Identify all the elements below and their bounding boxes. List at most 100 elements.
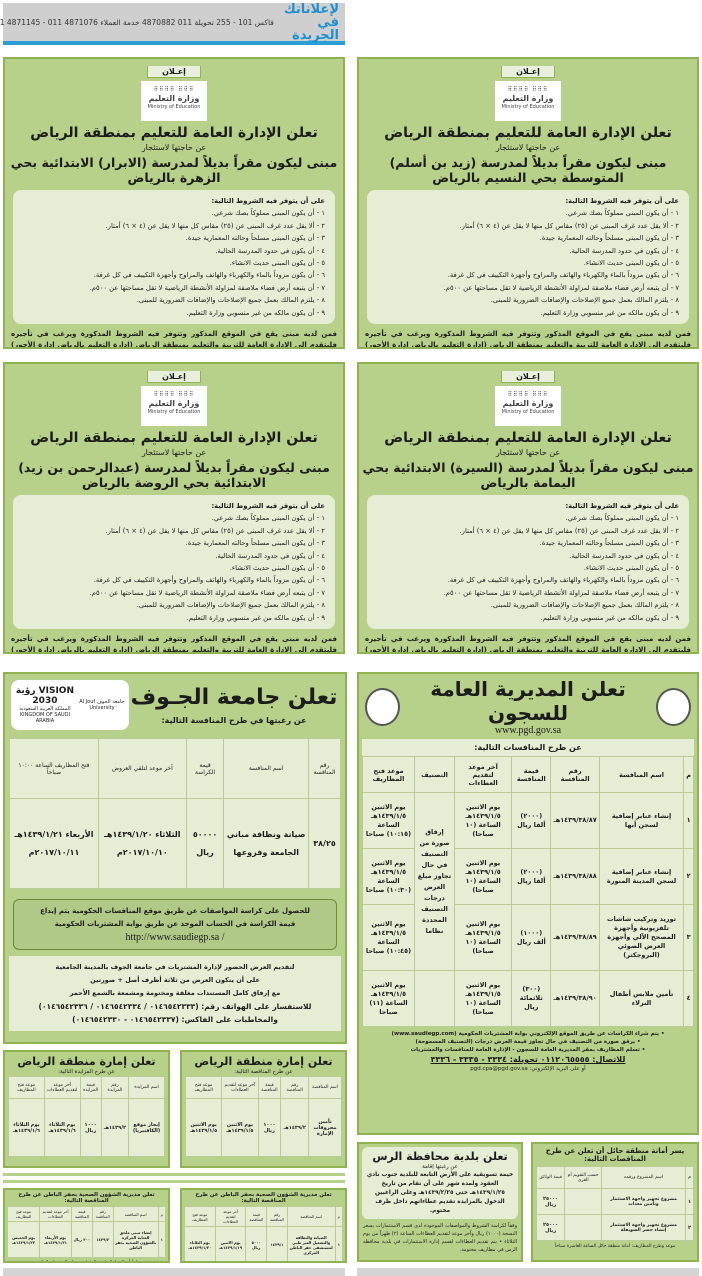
education-rent-ad: إعـلان ⠿⠿⠿⠿ ⠿⠿⠿ وزارة التعليم Ministry of E… (3, 362, 345, 654)
table-header-row: م اسم المناقصة رقم المناقصة قيمة المناقصة آخ… (6, 1206, 167, 1222)
riyadh-emirate-ad: تعلن إمارة منطقة الرياض عن طرح المزايدة ا… (3, 1050, 170, 1168)
logo-text-ar: وزارة التعليم (148, 94, 200, 103)
saudiegp-link[interactable]: / http://www.saudiegp.sa (125, 932, 225, 943)
table-cell: يوم الثلاثاء ١٤٣٩/١/٦هـ (43, 1098, 81, 1157)
ad-title: تعلن مديرية الشؤون الصحية بحفر الباطن عن… (195, 1192, 332, 1204)
table-cell: إيجار موقع (الكافتيريا) (128, 1098, 165, 1157)
table-header: قيمة المناقصة (70, 1206, 93, 1222)
table-row: ١ إنشاء مبنى ملحق للعناية المركزة بالشؤون… (6, 1221, 167, 1258)
table-cell: يوم الاثنين ١٤٣٩/١/٥هـ الساعة (١٠ صباحا) (453, 792, 513, 849)
table-cell: يوم الاثنين ١٤٣٩/١/٥هـ الساعة (١٠ صباحا) (453, 970, 513, 1027)
building-description: مبنى ليكون مقراً بديلاً لمدرسة (زيد بن أ… (389, 155, 667, 185)
condition-item: على أن يتوفر فيه الشروط التالية: (565, 502, 679, 510)
table-header-row: م اسم المنافسة رقم المنافسة قيمة المنافسة آخ… (362, 756, 694, 793)
ministry-of-education-logo: ⠿⠿⠿⠿ ⠿⠿⠿ وزارة التعليم Ministry of Educati… (495, 81, 561, 121)
table-header: آخر موعد لتقديم العطاءات (453, 756, 513, 793)
logo-line: لإعلاناتك (283, 1, 339, 17)
logo-text-en: Ministry of Education (147, 104, 201, 110)
condition-item: ٩ - أن يكون مالكه من غير منسوبي وزارة ال… (186, 613, 325, 622)
table-header: اسم المناقصة (112, 1206, 159, 1222)
condition-item: ٥ - أن يكون المبنى حديث الانشاء. (583, 564, 679, 573)
jouf-specs-box: للحصول على كراسة المواصفات عن طريق موقع … (13, 899, 337, 950)
info-line: مع إرفاق كامل المستندات مغلقة ومختومة وم… (69, 989, 281, 997)
table-row: ١ مشروع تجهيز واجهة الاستثمار وتأمين معدا… (535, 1188, 695, 1215)
moe-dots-icon: ⠿⠿⠿⠿ ⠿⠿⠿ (507, 391, 549, 398)
condition-item: ٢ - ألا يقل عدد غرف المبنى عن (٢٥) مقاس … (105, 526, 326, 535)
table-cell: ٣٨/٢٥ (308, 798, 341, 889)
logo-line: في الجريدة (292, 14, 339, 43)
table-header-row: م اسم المناقصة رقم المناقصة قيمة المناقصة آخ… (184, 1206, 344, 1227)
table-header: موعد فتح المظاريف (184, 1206, 216, 1227)
logo-text-ar: وزارة التعليم (502, 399, 554, 408)
table-cell: ٢٥٠٠٠ ريال (535, 1214, 566, 1241)
prisons-email: أو على البريد الإلكتروني: pgd.cpa@pgd.go… (470, 1066, 586, 1072)
table-header: رقم المناقصة (280, 1076, 310, 1099)
logo-text-en: Ministry of Education (501, 409, 555, 415)
rass-note: وفقاً لكراسة الشروط والمواصفات الموجودة … (363, 1223, 517, 1253)
condition-item: ٢ - ألا يقل عدد غرف المبنى عن (٢٥) مقاس … (459, 526, 680, 535)
table-cell: توريد وتركيب شاشات تلفزيونية وأجهزة المص… (598, 904, 685, 971)
condition-item: ٥ - أن يكون المبنى حديث الانشاء. (229, 564, 325, 573)
education-rent-ad: إعـلان ⠿⠿⠿⠿ ⠿⠿⠿ وزارة التعليم Ministry of E… (357, 57, 699, 349)
newspaper-ad-header: لإعلاناتك في الجريدة 011 4871145 - 011 48… (0, 1, 345, 45)
table-header: قيمة المزايدة (79, 1076, 102, 1099)
condition-item: ١ - أن يكون المبنى مملوكاً بصك شرعي. (565, 209, 679, 218)
table-header: رقم المناقصة (91, 1206, 114, 1222)
building-description: مبنى ليكون مقراً بديلاً لمدرسة (عبدالرحم… (18, 460, 330, 490)
table-header: اسم المناقصة (286, 1206, 336, 1227)
table-cell: ١٤٣٩/٣٨/٨٧هـ (550, 792, 600, 849)
ad-subtitle: عن حاجتها لاستئجار (141, 448, 207, 457)
condition-item: ٨ - يلتزم المالك بعمل جميع الإصلاحات وال… (136, 601, 325, 610)
logo-text-ar: وزارة التعليم (502, 94, 554, 103)
jouf-tender-table: رقم المنافسة اسم المنافسة قيمة الكراسة آخر … (9, 738, 341, 889)
condition-item: ٤ - أن يكون في حدود المدرسة الحالية. (215, 246, 325, 255)
table-header: قيمة المناقصة (257, 1076, 282, 1099)
table-header: رقم المنافسة (550, 756, 600, 793)
table-header: موعد فتح المظاريف (6, 1206, 41, 1222)
condition-item: ٨ - يلتزم المالك بعمل جميع الإصلاحات وال… (136, 296, 325, 305)
table-header: اسم المنافسة (223, 738, 309, 799)
table-cell: ١ (157, 1221, 167, 1258)
condition-item: ٢ - ألا يقل عدد غرف المبنى عن (٢٥) مقاس … (459, 221, 680, 230)
condition-item: ٣ - أن يكون المبنى مسلحاً وحالته المعمار… (539, 539, 679, 548)
divider (3, 1173, 345, 1176)
table-cell: يوم الاثنين ١٤٣٩/١/٥هـ الساعة (١٠:٣٠) صب… (362, 848, 415, 905)
prisons-tender-table: م اسم المنافسة رقم المنافسة قيمة المنافسة آخ… (362, 756, 694, 1027)
jouf-university-ad: تعلن جامعة الجـوف عن رغبتها في طرح المنا… (3, 672, 347, 1044)
table-cell (564, 1188, 603, 1215)
table-cell: يوم الثلاثاء ١٤٣٩/١/٦هـ (8, 1098, 45, 1157)
table-header: آخر موعد لتلقي العروض (97, 738, 187, 799)
table-cell: ٢ (683, 848, 694, 905)
condition-item: ٦ - أن يكون مزوداً بالماء والكهرباء واله… (447, 576, 679, 585)
table-cell: يوم الاثنين ١٤٣٩/١/٥هـ الساعة (١٠ صباحا) (453, 848, 513, 905)
tender-table: اسم المزايدة رقم المزايدة قيمة المزايدة آخر… (8, 1076, 165, 1157)
table-header: اسم المزايدة (128, 1076, 165, 1099)
ad-footer: فمن لديه مبنى يقع في الموقع المذكور وتتو… (365, 330, 691, 349)
table-cell: ١ (334, 1226, 344, 1261)
bottom-bar (357, 1268, 699, 1276)
table-cell: (٢٠٠٠) ألفا ريال (511, 792, 552, 849)
table-cell (564, 1214, 603, 1241)
table-cell: ٣ (683, 904, 694, 971)
conditions-panel: على أن يتوفر فيه الشروط التالية: ١ - أن ي… (13, 495, 335, 630)
ministry-of-education-logo: ⠿⠿⠿⠿ ⠿⠿⠿ وزارة التعليم Ministry of Educati… (141, 386, 207, 426)
vision-text: VISION رؤية 2030 (15, 686, 74, 706)
table-cell: ١٤٣٩/٣٨/٩٠هـ (550, 970, 600, 1027)
table-cell: ٤ (683, 970, 694, 1027)
ad-subtitle: عن طرح المزايدة التالية: (58, 1069, 115, 1075)
ad-title: تعلن مديرية الشؤون الصحية بحفر الباطن عن… (18, 1192, 155, 1204)
education-rent-ad: إعـلان ⠿⠿⠿⠿ ⠿⠿⠿ وزارة التعليم Ministry of E… (357, 362, 699, 654)
table-cell: (٢٠٠٠) ألفا ريال (511, 848, 552, 905)
condition-item: ٦ - أن يكون مزوداً بالماء والكهرباء واله… (93, 576, 325, 585)
table-cell: مشروع تجهيز واجهة الاستثمار وتأمين معدات (601, 1188, 686, 1215)
ad-tab-label: إعـلان (147, 371, 201, 383)
riyadh-emirate-ad: تعلن إمارة منطقة الرياض عن طرح المناقصة ا… (180, 1050, 347, 1168)
ad-title: تعلن الإدارة العامة للتعليم بمنطقة الريا… (30, 125, 318, 141)
table-cell: ١٤٣٩/٢هـ (100, 1098, 130, 1157)
jouf-title: تعلن جامعة الجـوف (130, 685, 338, 710)
condition-item: على أن يتوفر فيه الشروط التالية: (211, 502, 325, 510)
logo-text-en: Ministry of Education (501, 104, 555, 110)
table-header: موعد فتح المظاريف (362, 756, 415, 793)
prisons-url[interactable]: www.pgd.gov.sa (494, 725, 562, 736)
table-cell: يوم الأربعاء ١٤٣٩/١/٢١هـ (39, 1221, 72, 1258)
